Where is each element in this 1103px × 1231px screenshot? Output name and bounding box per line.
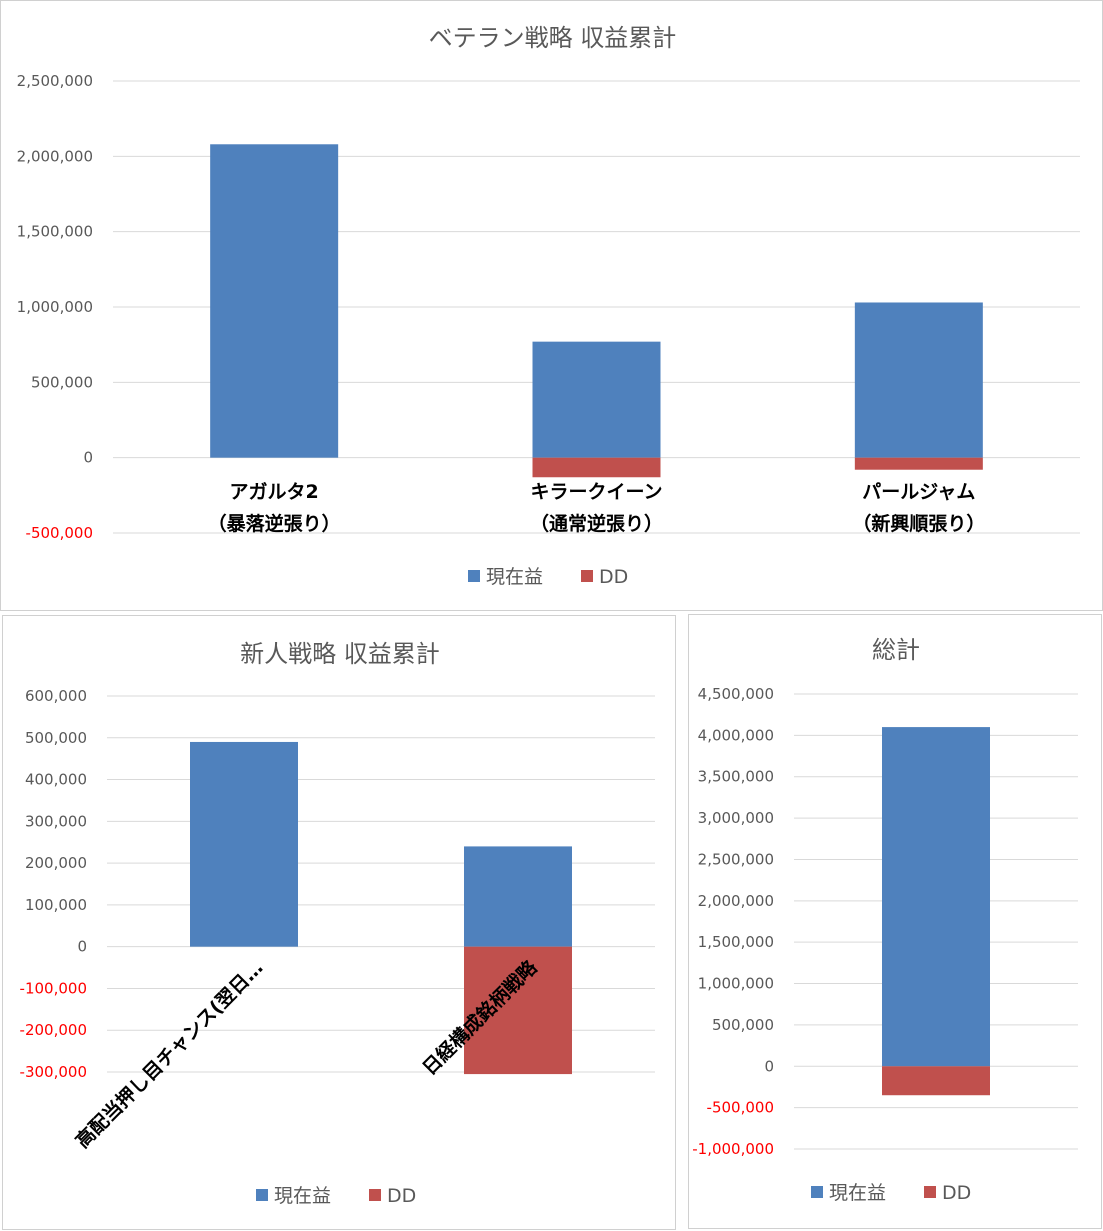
legend-current: 現在益: [256, 1185, 331, 1207]
bar-current: [882, 727, 990, 1067]
bar-current: [190, 741, 298, 947]
y-tick-label: 0: [77, 938, 87, 956]
legend: 現在益 DD: [468, 566, 628, 588]
bar-current: [532, 341, 661, 458]
bar-current: [854, 302, 983, 458]
bar-current: [210, 144, 339, 458]
legend-label: 現在益: [829, 1182, 886, 1204]
chart-title: ベテラン戦略 収益累計: [429, 24, 677, 52]
category-label: （新興順張り）: [852, 512, 985, 535]
y-tick-label: 300,000: [25, 812, 87, 830]
legend-dd: DD: [369, 1185, 416, 1207]
y-tick-label: 0: [764, 1057, 774, 1075]
category-label: パールジャム: [862, 481, 975, 503]
chart-svg: ベテラン戦略 収益累計 2,500,000 2,000,000 1,500,000 1,…: [17, 24, 1080, 588]
y-tick-label: 3,500,000: [698, 768, 774, 786]
y-tick-label: 500,000: [31, 373, 93, 391]
y-tick-label: 200,000: [25, 854, 87, 872]
y-tick-label: -500,000: [26, 524, 93, 542]
y-tick-label: 1,500,000: [17, 223, 93, 241]
y-tick-label: 3,000,000: [698, 809, 774, 827]
y-tick-label: 400,000: [25, 771, 87, 789]
legend-swatch: [924, 1186, 936, 1198]
bar-dd: [882, 1066, 990, 1096]
category-label: 高配当押し目チャンス(翌日…: [71, 956, 268, 1153]
y-tick-label: 1,500,000: [698, 933, 774, 951]
legend-label: DD: [599, 566, 628, 588]
y-tick-label: 0: [83, 449, 93, 467]
y-tick-label: 500,000: [712, 1016, 774, 1034]
bar-dd: [532, 457, 661, 478]
legend-current: 現在益: [811, 1182, 886, 1204]
legend-swatch: [581, 570, 593, 582]
y-tick-label: -100,000: [20, 979, 87, 997]
legend: 現在益 DD: [811, 1182, 971, 1204]
y-tick-label: 2,500,000: [17, 72, 93, 90]
y-tick-label: 500,000: [25, 729, 87, 747]
chart-title: 新人戦略 収益累計: [240, 640, 440, 668]
y-tick-label: -500,000: [707, 1099, 774, 1117]
legend-current: 現在益: [468, 566, 543, 588]
newbie-chart-panel: 新人戦略 収益累計 600,000 500,000 400,000 300,000 200…: [2, 615, 676, 1230]
legend-swatch: [468, 570, 480, 582]
chart-svg: 総計 4,500,000 4,000,000 3,500,000 3,000,000 2,…: [692, 636, 1078, 1204]
legend-label: 現在益: [274, 1185, 331, 1207]
legend: 現在益 DD: [256, 1185, 416, 1207]
chart-svg: 新人戦略 収益累計 600,000 500,000 400,000 300,000 200…: [20, 640, 655, 1207]
veteran-chart-panel: ベテラン戦略 収益累計 2,500,000 2,000,000 1,500,000 1,…: [0, 0, 1103, 611]
y-tick-label: 2,500,000: [698, 850, 774, 868]
legend-label: DD: [942, 1182, 971, 1204]
y-tick-label: 2,000,000: [17, 147, 93, 165]
y-tick-label: 1,000,000: [17, 298, 93, 316]
category-label: （暴落逆張り）: [208, 512, 341, 535]
y-tick-label: -300,000: [20, 1063, 87, 1081]
total-chart-panel: 総計 4,500,000 4,000,000 3,500,000 3,000,000 2,…: [688, 614, 1102, 1229]
legend-dd: DD: [924, 1182, 971, 1204]
legend-dd: DD: [581, 566, 628, 588]
y-tick-label: 1,000,000: [698, 975, 774, 993]
legend-label: 現在益: [486, 566, 543, 588]
legend-swatch: [811, 1186, 823, 1198]
legend-label: DD: [387, 1185, 416, 1207]
bar-dd: [854, 457, 983, 470]
legend-swatch: [256, 1189, 268, 1201]
category-label: キラークイーン: [530, 481, 662, 503]
y-tick-label: 600,000: [25, 687, 87, 705]
legend-swatch: [369, 1189, 381, 1201]
category-label: アガルタ2: [230, 481, 319, 503]
category-label: （通常逆張り）: [530, 512, 663, 535]
y-tick-label: 4,000,000: [698, 726, 774, 744]
y-tick-label: 100,000: [25, 896, 87, 914]
y-tick-label: 4,500,000: [698, 685, 774, 703]
bar-dd: [464, 946, 572, 1075]
y-tick-label: 2,000,000: [698, 892, 774, 910]
bar-current: [464, 846, 572, 947]
chart-title: 総計: [872, 636, 920, 664]
y-tick-label: -1,000,000: [692, 1140, 774, 1158]
y-tick-label: -200,000: [20, 1021, 87, 1039]
